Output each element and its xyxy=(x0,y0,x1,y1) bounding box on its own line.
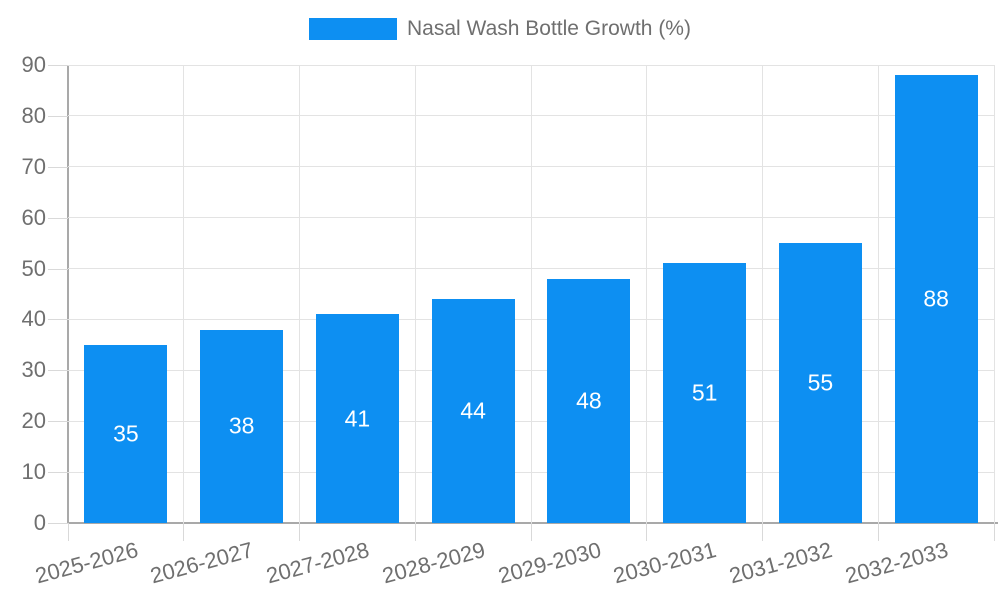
plot-area: 35 38 41 44 48 51 55 88 xyxy=(68,64,995,523)
x-tick-label: 2026-2027 xyxy=(147,537,257,589)
x-axis-tick xyxy=(414,523,416,541)
x-axis-tick xyxy=(183,523,185,541)
bar xyxy=(431,299,515,523)
y-axis-line xyxy=(67,65,69,523)
x-axis-tick xyxy=(299,523,300,541)
y-axis-tick xyxy=(48,472,68,474)
bar-value-label: 88 xyxy=(923,285,949,312)
bar-value-label: 44 xyxy=(460,397,486,424)
x-tick-label: 2031-2032 xyxy=(726,537,835,589)
y-tick-label: 10 xyxy=(21,459,46,485)
x-tick-label: 2030-2031 xyxy=(610,537,720,589)
bar xyxy=(778,243,862,523)
x-axis-tick xyxy=(67,523,69,541)
bar-value-label: 48 xyxy=(576,387,602,414)
y-tick-label: 70 xyxy=(21,153,46,179)
y-axis-tick xyxy=(48,217,68,219)
y-tick-label: 80 xyxy=(21,102,46,128)
bar xyxy=(663,263,747,523)
grid-line-v xyxy=(993,65,995,523)
y-axis-tick xyxy=(48,115,68,117)
x-tick-label: 2025-2026 xyxy=(32,537,141,589)
x-axis-tick xyxy=(993,523,995,541)
grid-line-v xyxy=(530,65,532,523)
bar xyxy=(84,344,168,523)
bar-value-label: 35 xyxy=(113,420,139,447)
y-axis-tick xyxy=(48,65,68,66)
x-axis-line xyxy=(68,522,998,524)
x-axis-tick xyxy=(762,523,763,541)
bar xyxy=(315,314,399,523)
bar-value-label: 51 xyxy=(691,379,718,406)
y-axis-tick xyxy=(48,166,68,168)
y-axis-tick xyxy=(48,421,68,423)
x-tick-label: 2028-2029 xyxy=(379,537,488,589)
legend-swatch xyxy=(309,18,397,40)
x-tick-label: 2032-2033 xyxy=(842,537,951,589)
bar-value-label: 55 xyxy=(807,369,834,396)
y-tick-label: 40 xyxy=(21,306,46,332)
y-axis-tick xyxy=(48,268,68,270)
y-axis-tick xyxy=(48,523,68,524)
grid-line-v xyxy=(414,65,416,523)
x-axis-tick xyxy=(530,523,532,541)
x-axis-tick xyxy=(877,523,879,541)
y-axis-tick xyxy=(48,370,68,372)
grid-line-v xyxy=(299,65,300,523)
y-tick-label: 60 xyxy=(21,204,46,230)
x-tick-label: 2029-2030 xyxy=(495,537,604,589)
bar xyxy=(200,329,284,523)
y-tick-label: 0 xyxy=(33,510,46,535)
x-tick-label: 2027-2028 xyxy=(263,537,372,589)
grid-line-v xyxy=(646,65,648,523)
grid-line-v xyxy=(877,65,879,523)
grid-line-v xyxy=(183,65,185,523)
bar xyxy=(547,278,631,523)
y-axis-tick xyxy=(48,319,68,321)
y-tick-label: 30 xyxy=(21,357,46,383)
bar-value-label: 38 xyxy=(228,412,255,439)
y-tick-label: 20 xyxy=(21,408,46,434)
legend[interactable]: Nasal Wash Bottle Growth (%) xyxy=(0,17,1000,41)
x-axis-tick xyxy=(646,523,648,541)
y-tick-label: 90 xyxy=(21,52,46,77)
y-tick-label: 50 xyxy=(21,255,46,281)
bar-value-label: 41 xyxy=(344,405,371,432)
legend-label: Nasal Wash Bottle Growth (%) xyxy=(407,17,691,40)
bar xyxy=(894,75,978,523)
grid-line-v xyxy=(762,65,763,523)
